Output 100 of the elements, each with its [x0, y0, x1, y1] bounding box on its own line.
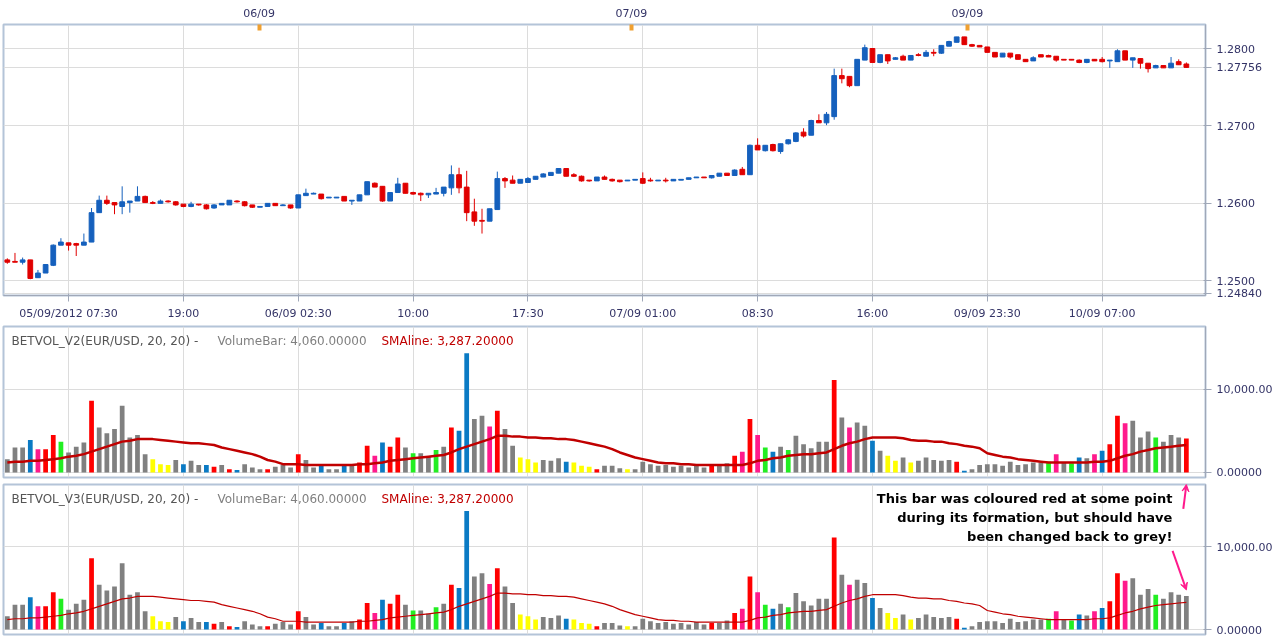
bar [992, 621, 998, 630]
bar [441, 446, 447, 473]
bar [808, 605, 814, 630]
bar [1092, 611, 1097, 630]
text: BETVOL_V3(EUR/USD, 20, 20) - [11, 491, 199, 506]
bar [249, 624, 255, 630]
bar [464, 353, 470, 473]
bar [441, 603, 447, 630]
bar [27, 597, 33, 630]
bar [885, 612, 891, 630]
bar [341, 465, 347, 473]
candlestick [119, 185, 126, 215]
bar [655, 622, 661, 630]
bar [487, 426, 493, 473]
bar [931, 617, 937, 630]
y-tick-label: 1.24840 [1216, 287, 1262, 301]
bar [632, 626, 638, 630]
bar [755, 434, 760, 473]
bar [762, 447, 768, 473]
y-tick-label: 1.2700 [1216, 119, 1255, 133]
bar [954, 461, 960, 473]
text: 09/09 [951, 6, 984, 20]
bar [862, 425, 868, 473]
bar [870, 440, 875, 473]
bar [257, 626, 263, 630]
bar [242, 464, 248, 473]
x-tick-label: 07/09 01:00 [609, 306, 677, 320]
bar [449, 584, 454, 630]
text: 07/09 [615, 6, 648, 20]
bar [1053, 611, 1059, 630]
bar [112, 429, 117, 473]
bar [449, 427, 454, 473]
bar [556, 615, 561, 630]
bar [678, 622, 684, 630]
bar [1000, 622, 1005, 630]
bar [625, 626, 630, 630]
bar [89, 558, 94, 630]
bar [96, 584, 102, 630]
bar [1107, 601, 1113, 630]
y-tick-label: 0.00000 [1216, 623, 1262, 637]
bar [73, 446, 79, 473]
bar [816, 441, 822, 473]
bar [1161, 598, 1166, 630]
bar [984, 621, 990, 630]
bar [1161, 441, 1166, 473]
bar [334, 469, 339, 473]
bar [586, 623, 592, 630]
bar [288, 624, 293, 630]
bar [403, 604, 408, 630]
line-series [6, 592, 1187, 623]
bar [602, 465, 607, 473]
annotation: This bar was coloured red at some point during its formation, but should have been changed back to grey! [876, 491, 1173, 544]
bar [716, 622, 722, 630]
text: BETVOL_V2(EUR/USD, 20, 20) - [11, 333, 199, 348]
candlestick [1168, 56, 1174, 69]
bar [158, 464, 163, 473]
bar [150, 459, 156, 473]
bar [372, 612, 378, 630]
line-series [6, 434, 1188, 467]
bar [418, 610, 424, 630]
bar [1023, 464, 1028, 473]
bar [1099, 607, 1105, 630]
text: VolumeBar: 4,060.00000 [217, 491, 367, 506]
bar [1183, 595, 1189, 630]
bar [426, 456, 431, 473]
y-tick-label: 1.2800 [1216, 42, 1255, 56]
bar [617, 625, 623, 630]
bar [847, 427, 852, 473]
candlestick [433, 187, 439, 195]
bar [609, 465, 615, 473]
bar [517, 457, 523, 473]
bar [954, 618, 960, 630]
bar [854, 422, 860, 473]
bar [96, 427, 102, 473]
bar [165, 622, 171, 630]
bar [73, 603, 79, 630]
bar [1115, 415, 1120, 473]
bar [395, 437, 401, 473]
bar [1046, 618, 1051, 630]
bar [334, 626, 339, 630]
bar [181, 464, 186, 473]
bar [854, 579, 860, 630]
bar [119, 405, 125, 473]
bar [1115, 573, 1120, 630]
bar [234, 627, 240, 630]
text: SMAline: 3,287.20000 [381, 491, 514, 506]
bar [494, 410, 500, 473]
bar [579, 465, 584, 473]
bar [609, 622, 615, 630]
bar [196, 622, 202, 630]
bar [778, 603, 783, 630]
bar [219, 622, 225, 630]
bar [403, 447, 408, 473]
candlestick [502, 176, 508, 189]
bar [181, 621, 186, 630]
bar [1069, 463, 1074, 473]
bar [127, 594, 133, 630]
bar [364, 603, 370, 630]
bar [801, 444, 806, 473]
x-tick-label: 19:00 [167, 306, 200, 320]
